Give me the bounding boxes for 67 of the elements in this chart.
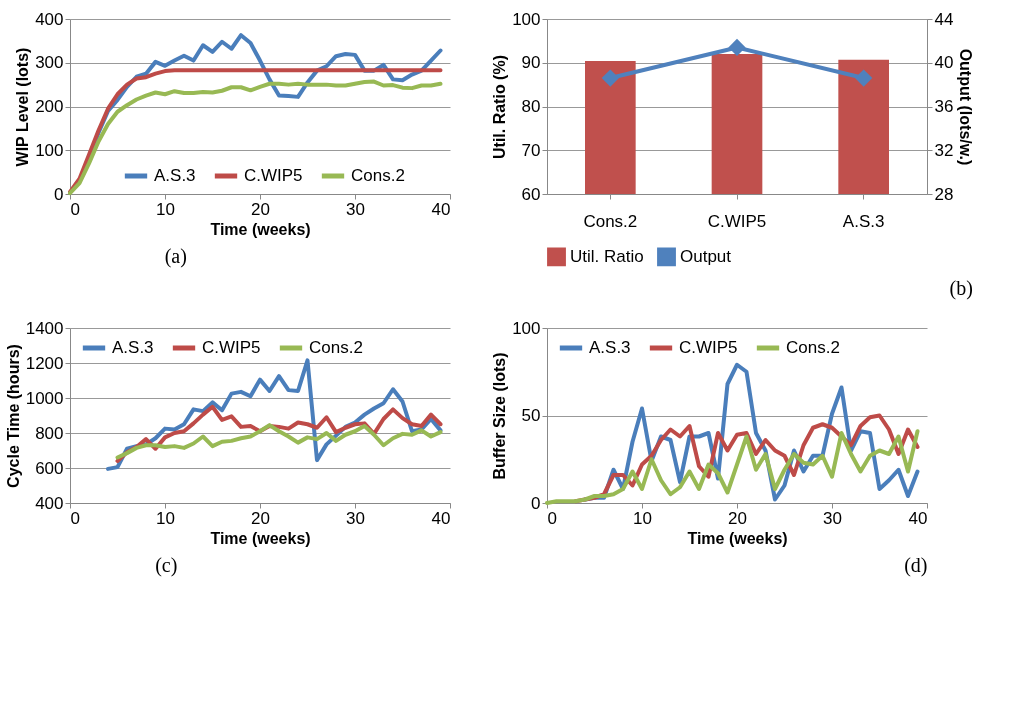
- y-tick-label: 400: [35, 9, 64, 29]
- x-tick-label: 10: [633, 508, 652, 528]
- y2-tick-label: 44: [934, 9, 954, 29]
- y-axis-title: WIP Level (lots): [14, 47, 32, 167]
- x-tick-label: 20: [728, 508, 747, 528]
- y-tick-label: 1200: [25, 353, 64, 373]
- x-tick-label: 0: [70, 508, 80, 528]
- y-tick-label: 800: [35, 423, 64, 443]
- y-tick-label: 200: [35, 97, 64, 116]
- y2-tick-label: 36: [934, 97, 954, 116]
- y-tick-label: 80: [521, 97, 541, 116]
- y-tick-label: 70: [521, 140, 541, 160]
- y2-tick-label: 32: [934, 140, 954, 160]
- y-tick-label: 400: [35, 493, 64, 513]
- legend-label: C.WIP5: [244, 166, 303, 185]
- x-tick-label: 30: [346, 508, 365, 528]
- legend-label: A.S.3: [154, 166, 196, 185]
- x-tick-label: 30: [346, 199, 365, 219]
- legend-label: Util. Ratio: [570, 246, 644, 266]
- y-tick-label: 1400: [25, 318, 64, 338]
- x-tick-label: 20: [251, 199, 270, 219]
- x-tick-label: C.WIP5: [707, 211, 767, 231]
- legend-label: A.S.3: [112, 338, 154, 357]
- text: (d): [904, 554, 928, 577]
- y2-tick-label: 40: [934, 53, 954, 73]
- x-tick-label: 40: [908, 508, 928, 528]
- y-tick-label: 50: [521, 406, 541, 425]
- x-tick-label: 10: [156, 199, 175, 219]
- x-tick-label: 30: [823, 508, 842, 528]
- y-tick-label: 0: [54, 184, 64, 204]
- y-tick-label: 60: [521, 184, 541, 204]
- x-tick-label: 40: [431, 508, 451, 528]
- x-tick-label: 0: [547, 508, 557, 528]
- x-tick-label: 40: [431, 199, 451, 219]
- legend-label: Cons.2: [351, 166, 405, 185]
- text: (b): [949, 277, 973, 300]
- y-axis-title: Util. Ratio (%): [491, 55, 509, 159]
- x-tick-label: 10: [156, 508, 175, 528]
- y2-axis-title: Output (lots/w.): [957, 48, 975, 166]
- y-axis-title: Buffer Size (lots): [491, 352, 509, 480]
- legend-label: Output: [680, 246, 732, 266]
- y-tick-label: 300: [35, 53, 64, 73]
- line-series: [115, 423, 443, 460]
- y-tick-label: 100: [512, 9, 541, 29]
- y-tick-label: 0: [531, 493, 541, 513]
- x-axis-title: Time (weeks): [687, 529, 788, 547]
- legend-label: Cons.2: [309, 338, 363, 357]
- legend-label: Cons.2: [786, 338, 840, 357]
- line-series: [545, 429, 920, 505]
- y-tick-label: 90: [521, 53, 541, 73]
- x-tick-label: A.S.3: [842, 211, 885, 231]
- legend-label: C.WIP5: [202, 338, 261, 357]
- y-axis-title: Cycle Time (hours): [4, 344, 22, 488]
- text: (a): [164, 245, 187, 268]
- text: (c): [155, 554, 178, 577]
- y-tick-label: 600: [35, 458, 64, 478]
- y2-tick-label: 28: [934, 184, 954, 204]
- x-tick-label: Cons.2: [583, 211, 638, 231]
- y-tick-label: 1000: [25, 388, 64, 408]
- x-axis-title: Time (weeks): [210, 220, 311, 238]
- legend-label: A.S.3: [589, 338, 631, 357]
- x-tick-label: 0: [70, 199, 80, 219]
- y-tick-label: 100: [512, 318, 541, 338]
- legend-label: C.WIP5: [679, 338, 738, 357]
- x-axis-title: Time (weeks): [210, 529, 311, 547]
- y-tick-label: 100: [35, 140, 64, 160]
- x-tick-label: 20: [251, 508, 270, 528]
